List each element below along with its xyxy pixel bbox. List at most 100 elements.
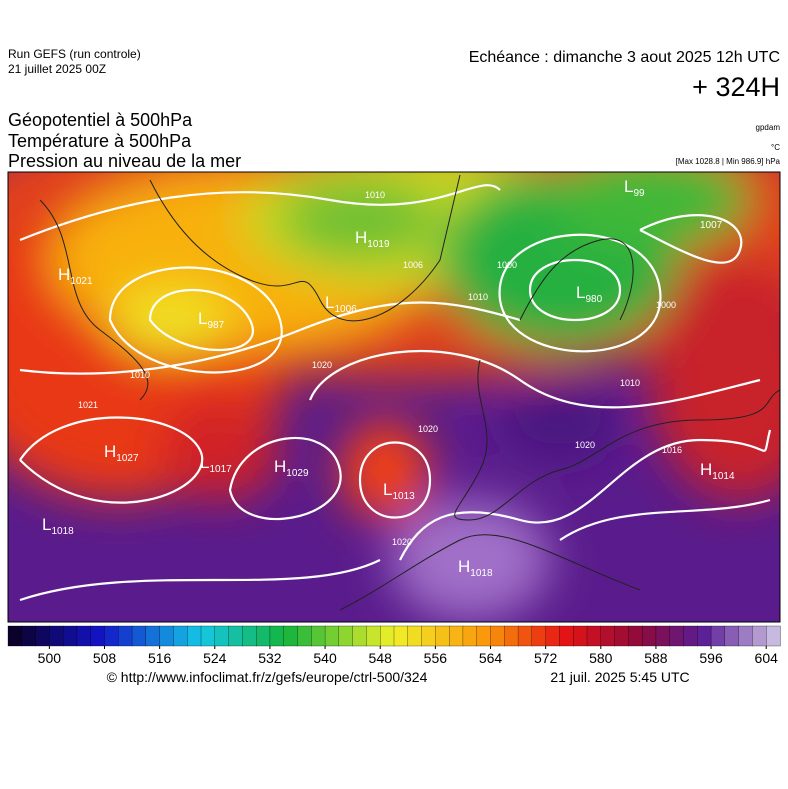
isobar-label: 1020 xyxy=(312,360,332,370)
colorbar-swatch xyxy=(766,625,781,647)
colorbar-swatch xyxy=(655,625,671,647)
pressure-center: L1017 xyxy=(200,453,232,475)
colorbar-tick-label: 564 xyxy=(479,650,503,666)
isobar-label: 1000 xyxy=(656,300,676,310)
colorbar-swatch xyxy=(352,625,368,647)
center-letter: L xyxy=(200,453,209,472)
colorbar-swatch xyxy=(7,625,23,647)
unit: gpdam xyxy=(756,123,781,132)
colorbar-swatch xyxy=(573,625,588,647)
isobar-label: 1006 xyxy=(403,260,423,270)
isobar-label: 1010 xyxy=(365,190,385,200)
colorbar-swatch xyxy=(669,625,685,647)
colorbar-tick-label: 588 xyxy=(644,650,668,666)
colorbar-swatch xyxy=(600,625,616,647)
colorbar-tick-label: 508 xyxy=(93,650,117,666)
center-letter: L xyxy=(576,283,585,302)
colorbar-swatch xyxy=(283,625,299,647)
colorbar-swatch xyxy=(366,625,381,647)
footer-url: © http://www.infoclimat.fr/z/gefs/europe… xyxy=(107,669,428,685)
run-date: 21 juillet 2025 00Z xyxy=(8,62,106,76)
title: Géopotentiel à 500hPa xyxy=(8,110,193,130)
colorbar-swatch xyxy=(62,625,78,647)
colorbar-tick-label: 500 xyxy=(38,650,62,666)
isobar-label: 1016 xyxy=(662,445,682,455)
pressure-center: H1014 xyxy=(700,460,735,482)
colorbar-swatch xyxy=(187,625,202,647)
pressure-center: L99 xyxy=(624,177,645,199)
colorbar-swatch xyxy=(448,625,464,647)
colorbar-swatch xyxy=(380,625,395,647)
pressure-center: L1013 xyxy=(383,480,415,502)
title: Température à 500hPa xyxy=(8,131,192,151)
colorbar-swatch xyxy=(476,625,492,647)
unit: [Max 1028.8 | Min 986.9] hPa xyxy=(676,157,781,166)
isobar-label: 1010 xyxy=(468,292,488,302)
colorbar-swatch xyxy=(159,625,175,647)
colorbar-swatch xyxy=(76,625,92,647)
isobars xyxy=(19,184,772,602)
map-frame xyxy=(7,171,781,623)
colorbar-tick-label: 556 xyxy=(424,650,448,666)
pressure-center: L987 xyxy=(198,309,225,331)
colorbar-swatch xyxy=(228,625,244,647)
colorbar-swatch xyxy=(462,625,478,647)
center-value: 1017 xyxy=(209,464,232,475)
colorbar-tick-label: 548 xyxy=(369,650,393,666)
valid-time: Echéance : dimanche 3 aout 2025 12h UTC xyxy=(469,49,780,66)
colorbar-swatch xyxy=(173,625,188,647)
center-value: 1013 xyxy=(392,491,415,502)
colorbar-swatch xyxy=(683,625,698,647)
center-value: 1019 xyxy=(367,239,390,250)
isobar-label: 1000 xyxy=(497,260,517,270)
center-value: 1018 xyxy=(51,526,74,537)
isobar-label: 1020 xyxy=(392,537,412,547)
center-value: 1029 xyxy=(286,468,309,479)
colorbar-swatch xyxy=(242,625,257,647)
colorbar-swatch xyxy=(104,625,119,647)
colorbar-swatch xyxy=(504,625,519,647)
pressure-center: L980 xyxy=(576,283,603,305)
center-letter: H xyxy=(700,460,712,479)
isobar-label: 1021 xyxy=(78,400,98,410)
center-letter: H xyxy=(104,442,116,461)
pressure-center: 1007 xyxy=(700,220,723,231)
colorbar-swatch xyxy=(118,625,133,647)
colorbar-swatch xyxy=(269,625,285,647)
center-value: 1014 xyxy=(712,471,735,482)
lead-time: + 324H xyxy=(692,72,780,102)
isobar-label: 1010 xyxy=(620,378,640,388)
isobar-label: 1020 xyxy=(418,424,438,434)
pressure-center: H1019 xyxy=(355,228,390,250)
colorbar-swatch xyxy=(586,625,602,647)
pressure-center: L1006 xyxy=(325,293,357,315)
colorbar-swatch xyxy=(490,625,505,647)
center-letter: L xyxy=(325,293,334,312)
colorbar-tick-label: 572 xyxy=(534,650,558,666)
unit: °C xyxy=(771,143,780,152)
pressure-center: H1021 xyxy=(58,265,93,287)
footer-date: 21 juil. 2025 5:45 UTC xyxy=(550,669,689,685)
colorbar-swatch xyxy=(311,625,326,647)
colorbar-swatch xyxy=(407,625,423,647)
colorbar-swatch xyxy=(435,625,450,647)
colorbar-swatch xyxy=(697,625,712,647)
center-letter: L xyxy=(198,309,207,328)
center-letter: H xyxy=(355,228,367,247)
colorbar-swatch xyxy=(255,625,271,647)
center-value: 1021 xyxy=(70,276,93,287)
pressure-center: H1027 xyxy=(104,442,139,464)
colorbar-swatch xyxy=(641,625,657,647)
colorbar-tick-label: 524 xyxy=(203,650,227,666)
title: Pression au niveau de la mer xyxy=(8,151,241,171)
colorbar-swatch xyxy=(131,625,147,647)
center-letter: H xyxy=(274,457,286,476)
colorbar-swatch xyxy=(614,625,630,647)
center-value: 1027 xyxy=(116,453,139,464)
center-letter: L xyxy=(624,177,633,196)
center-value: 987 xyxy=(207,320,224,331)
colorbar-swatch xyxy=(517,625,533,647)
center-letter: H xyxy=(458,557,470,576)
